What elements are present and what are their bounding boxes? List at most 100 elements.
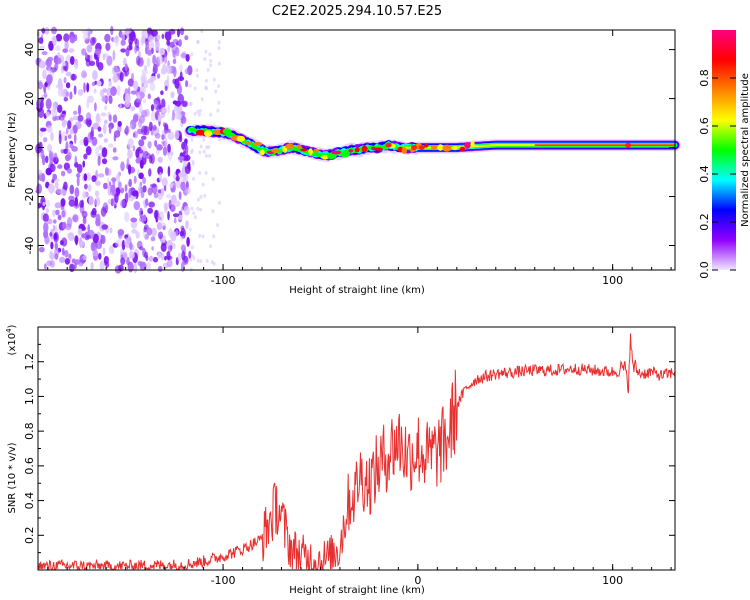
noise-speck	[166, 39, 171, 46]
noise-speck	[99, 89, 105, 98]
noise-speck	[184, 35, 189, 41]
noise-speck	[200, 97, 204, 102]
noise-speck	[103, 53, 109, 58]
noise-speck	[58, 82, 64, 90]
noise-speck	[61, 210, 66, 218]
noise-speck	[124, 211, 130, 222]
noise-speck	[172, 213, 180, 218]
noise-speck	[129, 242, 133, 251]
noise-speck	[93, 88, 97, 94]
noise-speck	[115, 38, 119, 47]
noise-speck	[148, 121, 153, 132]
ridge-blob	[253, 141, 263, 147]
noise-speck	[209, 58, 213, 63]
noise-speck	[97, 155, 101, 167]
noise-speck	[128, 164, 132, 175]
noise-speck	[209, 63, 212, 68]
noise-speck	[135, 55, 141, 66]
noise-speck	[145, 255, 149, 261]
noise-speck	[64, 135, 68, 141]
noise-speck	[51, 179, 54, 184]
noise-speck	[74, 155, 78, 164]
noise-speck	[202, 137, 206, 142]
noise-speck	[199, 144, 203, 149]
noise-speck	[73, 85, 77, 95]
noise-speck	[161, 98, 166, 110]
noise-speck	[96, 80, 102, 87]
noise-speck	[184, 68, 190, 75]
noise-speck	[91, 81, 96, 87]
noise-speck	[205, 259, 209, 263]
noise-speck	[72, 110, 78, 116]
noise-speck	[77, 104, 82, 116]
noise-speck	[85, 52, 88, 59]
colorbar-tick-label: 0.8	[698, 69, 711, 87]
noise-speck	[66, 168, 72, 174]
noise-speck	[88, 184, 92, 192]
ridge-blob	[354, 147, 360, 153]
noise-speck	[52, 35, 57, 46]
noise-speck	[182, 100, 189, 108]
noise-speck	[117, 181, 122, 189]
noise-speck	[69, 117, 74, 122]
noise-speck	[44, 263, 47, 270]
noise-speck	[127, 138, 134, 149]
colorbar-tick-label: 0.6	[698, 117, 711, 135]
noise-speck	[159, 222, 166, 227]
y-tick-label: 0	[23, 144, 36, 151]
noise-speck	[214, 89, 218, 94]
noise-speck	[140, 38, 144, 47]
noise-speck	[166, 251, 171, 261]
noise-speck	[63, 33, 70, 43]
noise-speck	[112, 114, 118, 123]
noise-speck	[162, 146, 167, 156]
noise-speck	[60, 66, 64, 74]
noise-speck	[198, 233, 202, 238]
noise-speck	[178, 172, 184, 178]
noise-speck	[167, 165, 171, 177]
noise-speck	[151, 246, 154, 251]
noise-speck	[82, 191, 87, 199]
noise-speck	[62, 48, 68, 53]
noise-speck	[106, 55, 113, 66]
noise-speck	[212, 234, 216, 239]
noise-speck	[85, 118, 89, 126]
noise-speck	[98, 133, 104, 138]
noise-speck	[132, 145, 136, 152]
noise-speck	[130, 217, 138, 223]
noise-speck	[170, 194, 177, 205]
noise-speck	[108, 245, 115, 255]
noise-speck	[69, 36, 76, 44]
noise-speck	[129, 123, 133, 129]
noise-speck	[86, 234, 91, 240]
noise-speck	[54, 202, 61, 209]
noise-speck	[43, 92, 48, 98]
noise-speck	[42, 213, 49, 222]
noise-speck	[39, 60, 46, 69]
noise-speck	[142, 177, 147, 184]
noise-speck	[95, 115, 102, 125]
snr-y-label: SNR (10 * v/v)	[7, 442, 18, 513]
noise-speck	[154, 139, 158, 147]
noise-speck	[156, 34, 161, 41]
ridge-blob	[452, 145, 458, 151]
noise-speck	[175, 175, 180, 182]
noise-speck	[180, 181, 186, 191]
noise-speck	[120, 48, 126, 53]
snr-scale-label: (x104)	[5, 324, 18, 355]
noise-speck	[174, 200, 181, 207]
noise-speck	[175, 180, 182, 189]
noise-speck	[167, 211, 170, 221]
x-tick-label: 0	[414, 574, 421, 587]
noise-speck	[177, 76, 185, 82]
noise-speck	[158, 156, 163, 164]
noise-speck	[140, 191, 145, 199]
noise-speck	[55, 45, 61, 52]
colorbar-gradient	[712, 30, 736, 270]
noise-speck	[78, 261, 84, 267]
noise-speck	[151, 29, 158, 37]
colorbar: 0.0 0.2 0.4 0.6 0.8 Normalized spectral ampl…	[698, 30, 750, 279]
noise-speck	[77, 89, 84, 96]
noise-speck	[110, 86, 117, 97]
noise-speck	[166, 65, 172, 75]
